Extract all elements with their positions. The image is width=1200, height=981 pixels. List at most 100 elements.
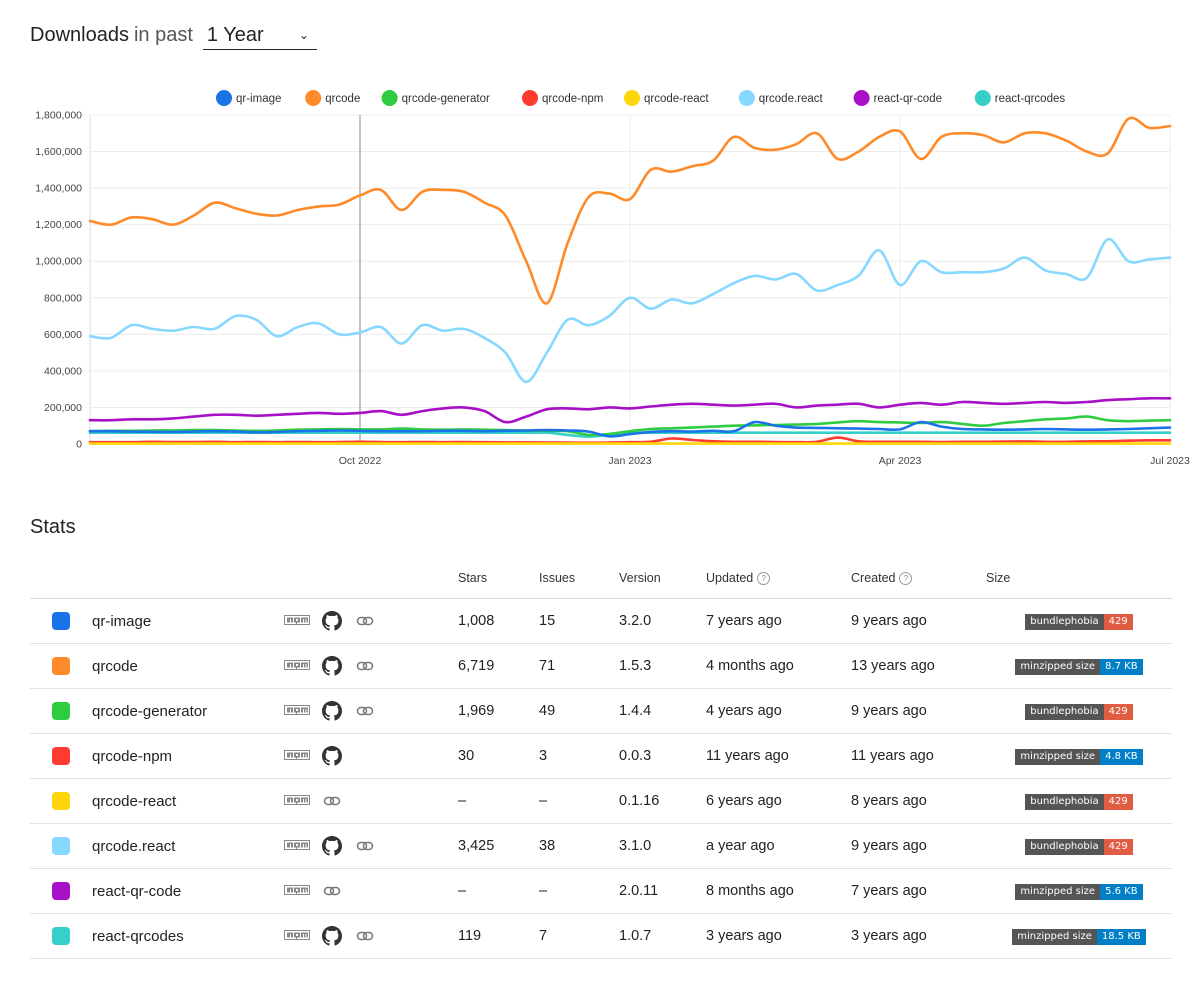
link-icon[interactable] [355, 926, 375, 946]
legend-item-qrcode-npm[interactable]: qrcode-npm [522, 90, 603, 106]
col-header-updated: Updated? [706, 558, 851, 599]
legend-swatch [216, 90, 232, 106]
legend-label: qr-image [236, 93, 281, 105]
size-cell: bundlephobia 429 [986, 598, 1172, 644]
npm-icon[interactable] [284, 840, 310, 852]
version-value: 2.0.11 [619, 868, 706, 914]
link-icon[interactable] [355, 656, 375, 676]
legend-label: qrcode-npm [542, 93, 603, 105]
link-icon[interactable] [355, 611, 375, 631]
x-tick-label: Jul 2023 [1150, 455, 1190, 467]
created-value: 3 years ago [851, 913, 986, 959]
stars-value: 6,719 [458, 643, 539, 689]
package-name[interactable]: qrcode-react [92, 778, 284, 824]
size-badge[interactable]: minzipped size 4.8 KB [1015, 749, 1143, 765]
npm-icon[interactable] [284, 750, 310, 762]
github-icon[interactable] [322, 656, 342, 676]
y-tick-label: 600,000 [44, 329, 82, 341]
github-icon[interactable] [322, 836, 342, 856]
col-header-name [92, 558, 284, 599]
npm-icon[interactable] [284, 930, 310, 942]
y-tick-label: 1,600,000 [35, 146, 82, 158]
issues-value: 7 [539, 913, 619, 959]
legend-item-qrcode-react[interactable]: qrcode.react [738, 90, 824, 106]
link-icon[interactable] [355, 701, 375, 721]
created-value: 9 years ago [851, 823, 986, 869]
npm-icon[interactable] [284, 795, 310, 807]
x-tick-label: Jan 2023 [608, 455, 651, 467]
legend-item-qrcode-generator[interactable]: qrcode-generator [381, 90, 490, 106]
legend-item-qr-image[interactable]: qr-image [216, 90, 281, 106]
package-name[interactable]: qr-image [92, 598, 284, 644]
npm-icon[interactable] [284, 615, 310, 627]
legend-label: react-qr-code [874, 93, 942, 105]
table-row: qrcode 6,719 71 1.5.3 4 months ago 13 years a… [30, 643, 1172, 689]
color-swatch [52, 612, 70, 630]
size-badge[interactable]: minzipped size 8.7 KB [1015, 659, 1143, 675]
col-header-stars: Stars [458, 558, 539, 599]
npm-icon[interactable] [284, 885, 310, 897]
series-line-qrcode-react[interactable] [88, 237, 1172, 384]
package-name[interactable]: react-qrcodes [92, 913, 284, 959]
github-icon[interactable] [322, 926, 342, 946]
legend-swatch [853, 90, 870, 106]
package-name[interactable]: qrcode.react [92, 823, 284, 869]
series-line-qr-image[interactable] [88, 420, 1172, 438]
legend-item-react-qrcodes[interactable]: react-qrcodes [974, 90, 1066, 106]
color-swatch [52, 747, 70, 765]
size-badge-label: bundlephobia [1025, 704, 1104, 720]
x-tick-label: Oct 2022 [339, 455, 382, 467]
size-badge[interactable]: bundlephobia 429 [1025, 704, 1133, 720]
series-line-react-qr-code[interactable] [88, 396, 1172, 424]
downloads-header: Downloads in past 1 Year ⌄ [30, 24, 317, 54]
github-icon[interactable] [322, 611, 342, 631]
series-line-qrcode-npm[interactable] [88, 436, 1172, 444]
npm-icon[interactable] [284, 705, 310, 717]
size-badge[interactable]: minzipped size 5.6 KB [1015, 884, 1143, 900]
col-header-issues: Issues [539, 558, 619, 599]
package-name[interactable]: react-qr-code [92, 868, 284, 914]
col-header-size: Size [986, 558, 1172, 599]
size-badge[interactable]: bundlephobia 429 [1025, 794, 1133, 810]
size-badge-value: 18.5 KB [1096, 929, 1146, 945]
row-color-cell [30, 643, 92, 689]
size-cell: bundlephobia 429 [986, 823, 1172, 869]
chevron-down-icon: ⌄ [298, 28, 309, 42]
legend-label: react-qrcodes [995, 93, 1066, 105]
help-icon[interactable]: ? [757, 572, 771, 585]
col-header-created-label: Created [851, 571, 896, 585]
help-icon[interactable]: ? [899, 572, 913, 585]
package-name[interactable]: qrcode-generator [92, 688, 284, 734]
series-line-qrcode[interactable] [88, 116, 1172, 305]
created-value: 11 years ago [851, 733, 986, 779]
size-badge[interactable]: minzipped size 18.5 KB [1012, 929, 1146, 945]
github-icon[interactable] [322, 746, 342, 766]
github-icon[interactable] [322, 701, 342, 721]
row-color-cell [30, 733, 92, 779]
legend-item-react-qr-code[interactable]: react-qr-code [853, 90, 942, 106]
legend-item-qrcode[interactable]: qrcode [305, 90, 360, 106]
created-value: 8 years ago [851, 778, 986, 824]
size-badge-value: 429 [1103, 614, 1133, 630]
package-links [284, 778, 458, 824]
updated-value: 11 years ago [706, 733, 851, 779]
npm-icon[interactable] [284, 660, 310, 672]
link-icon[interactable] [322, 881, 342, 901]
period-select[interactable]: 1 Year ⌄ [202, 24, 317, 50]
link-icon[interactable] [322, 791, 342, 811]
version-value: 1.5.3 [619, 643, 706, 689]
version-value: 1.0.7 [619, 913, 706, 959]
legend-label: qrcode.react [759, 93, 824, 105]
link-icon[interactable] [355, 836, 375, 856]
version-value: 3.2.0 [619, 598, 706, 644]
size-badge-label: minzipped size [1015, 659, 1101, 675]
series-line-qrcode-generator[interactable] [88, 415, 1172, 437]
col-header-version: Version [619, 558, 706, 599]
package-links [284, 913, 458, 959]
size-badge[interactable]: bundlephobia 429 [1025, 614, 1133, 630]
package-name[interactable]: qrcode [92, 643, 284, 689]
size-badge[interactable]: bundlephobia 429 [1025, 839, 1133, 855]
legend-item-qrcode-react[interactable]: qrcode-react [624, 90, 709, 106]
size-badge-label: minzipped size [1012, 929, 1097, 945]
package-name[interactable]: qrcode-npm [92, 733, 284, 779]
